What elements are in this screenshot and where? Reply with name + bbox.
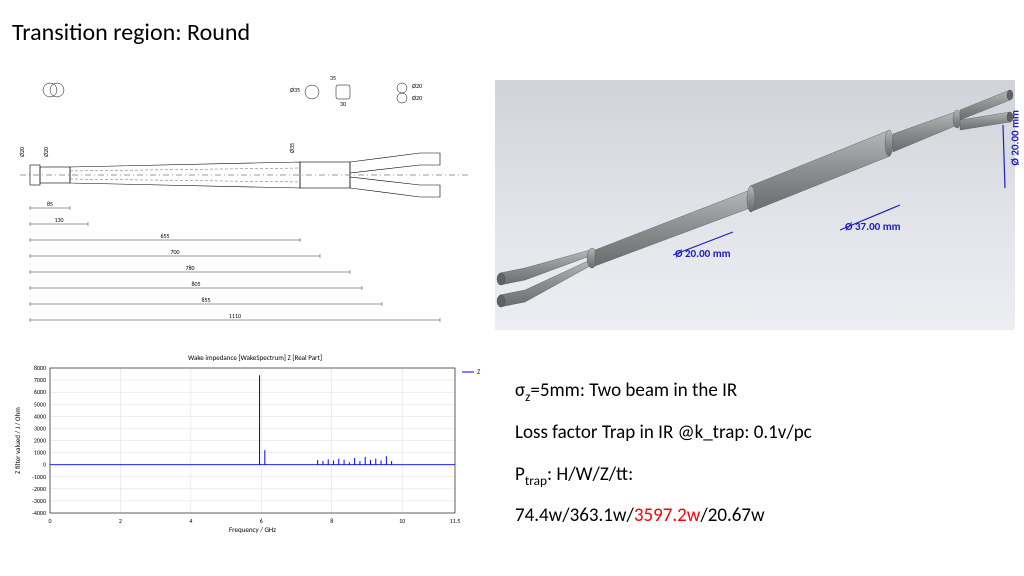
svg-text:4000: 4000 [34,412,46,420]
svg-text:-1000: -1000 [32,473,46,481]
svg-text:Frequency / GHz: Frequency / GHz [229,525,276,534]
svg-text:10: 10 [399,517,405,525]
svg-text:8: 8 [330,517,333,525]
svg-text:0: 0 [48,517,51,525]
svg-text:6: 6 [260,517,263,525]
svg-text:Ø20: Ø20 [412,94,422,102]
svg-text:-2000: -2000 [32,485,46,493]
ptrap-label-line: Ptrap: H/W/Z/tt: [515,454,1015,496]
svg-text:Ø35: Ø35 [288,143,296,153]
svg-text:Z: Z [477,367,481,376]
slide-title: Transition region: Round [12,18,250,47]
dim-label-37mm: Ø 37.00 mm [845,220,901,233]
svg-text:805: 805 [191,280,200,288]
svg-text:2: 2 [119,517,122,525]
svg-text:85: 85 [47,200,53,208]
results-text-block: σz=5mm: Two beam in the IR Loss factor T… [515,370,1015,537]
svg-text:Wake impedance [WakeSpectrum]: Wake impedance [WakeSpectrum] Z [Real Pa… [188,353,322,362]
svg-text:5000: 5000 [34,400,46,408]
svg-text:780: 780 [185,264,194,272]
svg-text:-4000: -4000 [32,509,46,517]
svg-text:655: 655 [160,232,169,240]
sigma-line: σz=5mm: Two beam in the IR [515,370,1015,412]
dim-label-20mm-left: Ø 20.00 mm [675,247,731,260]
dim-label-20mm-right: Ø 20.00 mm [1009,110,1022,166]
svg-text:-3000: -3000 [32,497,46,505]
svg-text:30: 30 [340,100,346,108]
svg-text:Ø20: Ø20 [412,82,422,90]
svg-text:Ø35: Ø35 [290,86,300,94]
svg-text:1110: 1110 [229,312,241,320]
svg-text:11.5: 11.5 [450,517,461,525]
svg-text:6000: 6000 [34,388,46,396]
ptrap-values-line: 74.4w/363.1w/3597.2w/20.67w [515,495,1015,537]
svg-text:Ø20: Ø20 [18,147,26,157]
loss-factor-line: Loss factor Trap in IR @k_trap: 0.1v/pc [515,412,1015,454]
svg-text:35: 35 [330,74,336,82]
svg-text:1000: 1000 [34,449,46,457]
svg-text:130: 130 [54,216,63,224]
svg-text:3000: 3000 [34,424,46,432]
svg-text:7000: 7000 [34,376,46,384]
svg-text:2000: 2000 [34,437,46,445]
svg-text:855: 855 [201,296,210,304]
svg-text:700: 700 [170,248,179,256]
svg-text:4: 4 [189,517,192,525]
svg-text:0: 0 [43,461,46,469]
svg-text:Z filter valued / J / Ohm: Z filter valued / J / Ohm [13,407,22,474]
impedance-chart-panel: Wake impedance [WakeSpectrum] Z [Real Pa… [10,350,500,535]
svg-text:8000: 8000 [34,364,46,372]
cad-render-panel: Ø 20.00 mm Ø 37.00 mm Ø 20.00 mm [495,80,1015,330]
svg-text:Ø20: Ø20 [42,147,50,157]
technical-drawing-panel: Ø35 35 30 Ø20 Ø20 Ø20 Ø20 Ø35 85130 655700 780 8058… [10,70,480,330]
